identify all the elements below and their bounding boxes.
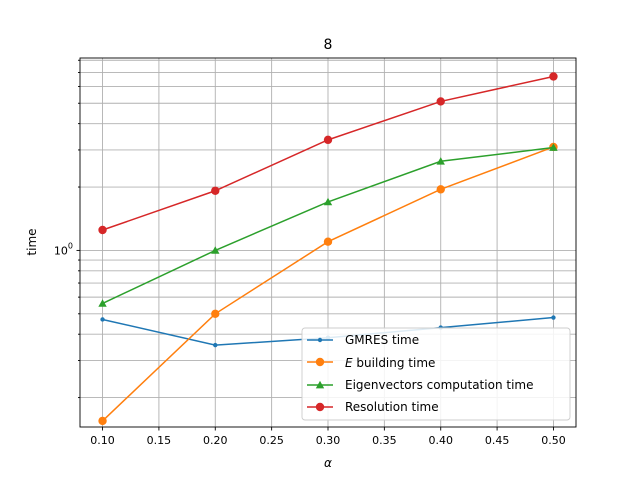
x-tick-label: 0.35: [372, 434, 397, 447]
legend-marker-eigenvectors: [315, 380, 325, 389]
legend-label-e-building: E building time: [345, 356, 435, 370]
data-point-eigenvectors: [211, 246, 220, 254]
x-tick-label: 0.50: [541, 434, 566, 447]
x-tick-label: 0.30: [316, 434, 341, 447]
x-axis-label: α: [324, 456, 332, 470]
data-point-gmres: [100, 317, 105, 322]
legend-label-gmres: GMRES time: [345, 333, 419, 347]
legend-label-resolution: Resolution time: [345, 400, 439, 414]
legend: GMRES time E building time Eigenvectors …: [301, 327, 571, 421]
legend-frame: [301, 327, 571, 421]
data-point-resolution: [323, 135, 333, 145]
data-point-eigenvectors: [323, 197, 333, 206]
y-axis-label: time: [25, 228, 39, 255]
data-point-eigenvectors: [549, 143, 558, 151]
x-tick-label: 0.15: [147, 434, 172, 447]
x-tick-label: 0.45: [485, 434, 510, 447]
legend-label-eigenvectors: Eigenvectors computation time: [345, 378, 533, 392]
x-tick-label: 0.20: [203, 434, 228, 447]
axis-ticks: 0.10 0.15 0.20 0.25 0.30 0.35 0.40 0.45 0.50 100: [54, 59, 566, 447]
data-point-gmres: [213, 342, 218, 348]
legend-label-e-prefix: E: [345, 356, 353, 370]
plot-area: [98, 72, 558, 426]
x-tick-label: 0.40: [428, 434, 453, 447]
y-tick-label: 100: [54, 241, 73, 257]
legend-marker-resolution: [315, 402, 325, 412]
data-point-resolution: [549, 72, 558, 81]
data-point-e-building: [98, 416, 107, 426]
data-point-e-building: [436, 185, 445, 194]
series-e-building: [98, 142, 558, 426]
legend-marker-gmres: [317, 337, 323, 343]
series-resolution: [98, 72, 558, 235]
x-tick-label: 0.10: [90, 434, 115, 447]
data-point-resolution: [211, 186, 220, 195]
data-point-eigenvectors: [436, 157, 445, 165]
legend-label-e-suffix: building time: [356, 356, 435, 370]
data-point-gmres: [551, 315, 556, 320]
x-tick-label: 0.25: [259, 434, 284, 447]
grid: [80, 58, 576, 427]
data-point-e-building: [211, 309, 220, 319]
legend-marker-e-building: [315, 357, 325, 367]
series-eigenvectors: [98, 143, 558, 307]
data-point-e-building: [323, 237, 333, 246]
data-point-resolution: [436, 97, 445, 106]
data-point-resolution: [98, 225, 107, 235]
data-point-eigenvectors: [98, 299, 107, 307]
chart-title: 8: [324, 37, 333, 53]
